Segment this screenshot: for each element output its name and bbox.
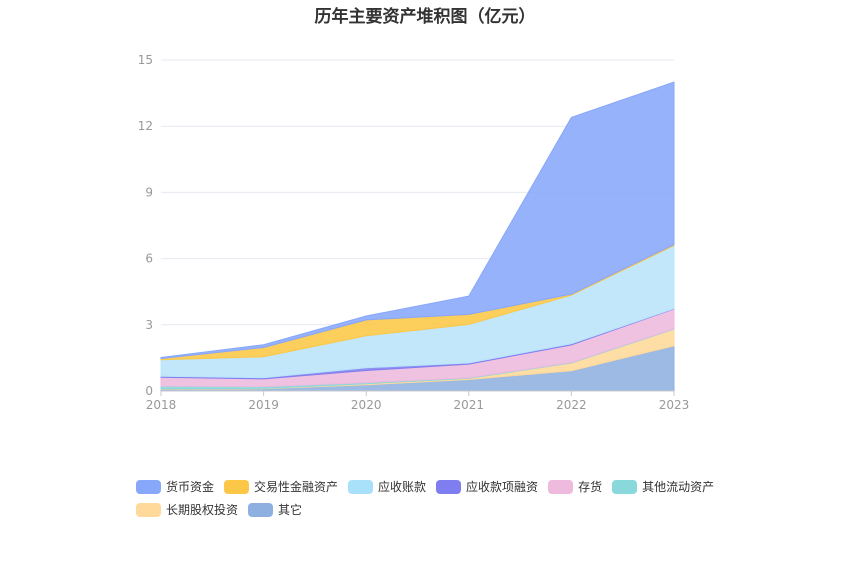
stacked-area-chart: 0 3 6 9 12 15 2018 2019 2020 2021 2022 2023 [138, 53, 690, 412]
legend-item[interactable]: 货币资金 [136, 478, 214, 495]
y-tick-label: 6 [145, 252, 153, 266]
legend-label: 应收账款 [378, 480, 427, 494]
y-tick-label: 3 [145, 318, 153, 332]
x-tick-label: 2020 [351, 398, 382, 412]
area-货币资金 [160, 81, 675, 360]
legend-item[interactable]: 应收款项融资 [436, 478, 538, 495]
legend-label: 长期股权投资 [166, 503, 239, 517]
y-tick-label: 0 [145, 384, 153, 398]
legend-swatch [436, 479, 462, 494]
legend-label: 交易性金融资产 [254, 480, 339, 494]
legend-label: 货币资金 [166, 480, 215, 494]
legend-label: 其他流动资产 [642, 480, 715, 494]
legend-swatch [224, 479, 250, 494]
legend-swatch [612, 479, 638, 494]
legend-item[interactable]: 应收账款 [348, 478, 426, 495]
y-tick-label: 9 [145, 185, 153, 199]
y-tick-label: 15 [138, 53, 153, 67]
legend-label: 存货 [578, 480, 603, 494]
chart-title: 历年主要资产堆积图（亿元） [314, 7, 536, 27]
legend-item[interactable]: 长期股权投资 [136, 501, 238, 518]
legend-swatch [136, 479, 161, 494]
legend-item[interactable]: 交易性金融资产 [224, 478, 338, 495]
x-tick-label: 2019 [248, 398, 279, 412]
legend-item[interactable]: 存货 [548, 478, 602, 495]
legend-swatch [348, 479, 374, 494]
legend-swatch [248, 502, 274, 517]
legend-item[interactable]: 其它 [248, 501, 302, 518]
legend-label: 应收款项融资 [466, 480, 539, 494]
x-tick-label: 2018 [146, 398, 177, 412]
legend-item[interactable]: 其他流动资产 [612, 478, 714, 495]
area-series [160, 81, 675, 392]
legend: 货币资金 交易性金融资产 应收账款 应收款项融资 存货 其他流动资产长期股权投资 其它 [136, 478, 736, 524]
x-tick-label: 2023 [659, 398, 690, 412]
x-tick-label: 2021 [454, 398, 485, 412]
legend-swatch [136, 502, 161, 517]
x-tick-label: 2022 [556, 398, 587, 412]
legend-swatch [548, 479, 574, 494]
legend-label: 其它 [278, 503, 303, 517]
y-tick-label: 12 [138, 119, 153, 133]
axes: 0 3 6 9 12 15 2018 2019 2020 2021 2022 2023 [138, 53, 690, 412]
